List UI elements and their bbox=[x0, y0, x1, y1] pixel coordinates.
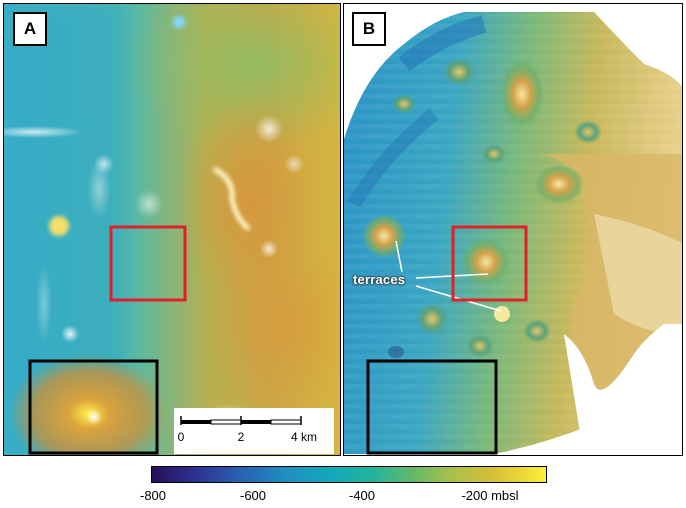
panel-b-map-graphic bbox=[344, 12, 682, 455]
scale-tick-0: 0 bbox=[177, 430, 185, 444]
scale-tick-2: 2 bbox=[237, 430, 245, 444]
scale-tick-4km: 4 km bbox=[290, 430, 318, 444]
panel-b-label: B bbox=[352, 12, 386, 46]
scale-bar: 0 2 4 km bbox=[174, 408, 334, 454]
panel-a-label: A bbox=[13, 12, 47, 46]
red-highlight-box bbox=[451, 225, 528, 302]
colorbar-tick-600: -600 bbox=[239, 488, 267, 503]
black-reference-box bbox=[366, 359, 498, 455]
panel-a-bathymetry-map: A 0 2 4 km bbox=[3, 3, 341, 456]
panel-a-map-graphic bbox=[4, 4, 340, 455]
panel-b-bathymetry-map: B terraces bbox=[343, 3, 683, 456]
depth-colorbar bbox=[151, 466, 547, 483]
black-reference-box bbox=[28, 359, 159, 455]
colorbar-tick-800: -800 bbox=[139, 488, 167, 503]
terraces-annotation: terraces bbox=[353, 272, 406, 287]
colorbar-tick-200-mbsl: -200 mbsl bbox=[461, 488, 519, 503]
scale-bar-graphic bbox=[180, 416, 302, 425]
red-highlight-box bbox=[109, 225, 187, 302]
colorbar-tick-400: -400 bbox=[348, 488, 376, 503]
